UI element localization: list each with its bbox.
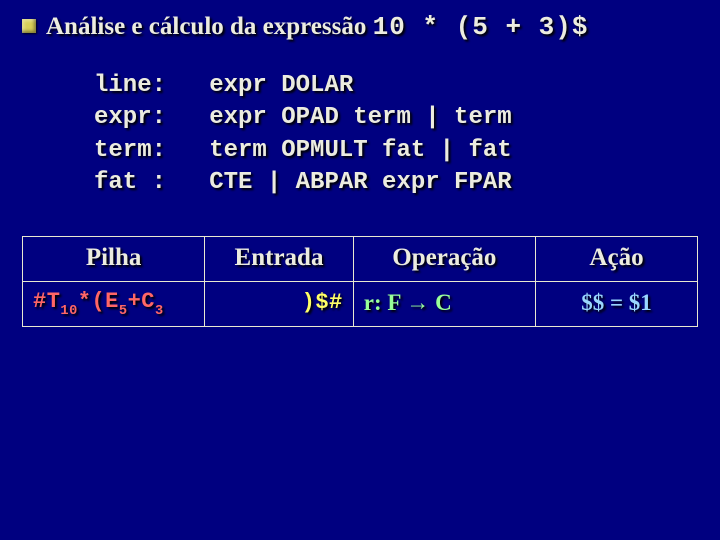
cell-acao: $$ = $1 <box>536 281 698 326</box>
th-entrada: Entrada <box>205 236 354 281</box>
cell-pilha: #T10*(E5+C3 <box>23 281 205 326</box>
grammar-block: line: expr DOLAR expr: expr OPAD term | … <box>94 70 698 200</box>
table-row: #T10*(E5+C3 )$# r: F → C $$ = $1 <box>23 281 698 326</box>
cell-entrada: )$# <box>205 281 354 326</box>
th-acao: Ação <box>536 236 698 281</box>
title-expression: 10 * (5 + 3)$ <box>373 12 589 42</box>
th-pilha: Pilha <box>23 236 205 281</box>
parse-table: Pilha Entrada Operação Ação #T10*(E5+C3 … <box>22 236 698 327</box>
th-op: Operação <box>353 236 535 281</box>
cell-op: r: F → C <box>353 281 535 326</box>
title-row: Análise e cálculo da expressão 10 * (5 +… <box>22 12 698 42</box>
page-title: Análise e cálculo da expressão 10 * (5 +… <box>46 12 588 42</box>
title-prefix: Análise e cálculo da expressão <box>46 13 373 40</box>
table-header-row: Pilha Entrada Operação Ação <box>23 236 698 281</box>
bullet-icon <box>22 19 36 33</box>
